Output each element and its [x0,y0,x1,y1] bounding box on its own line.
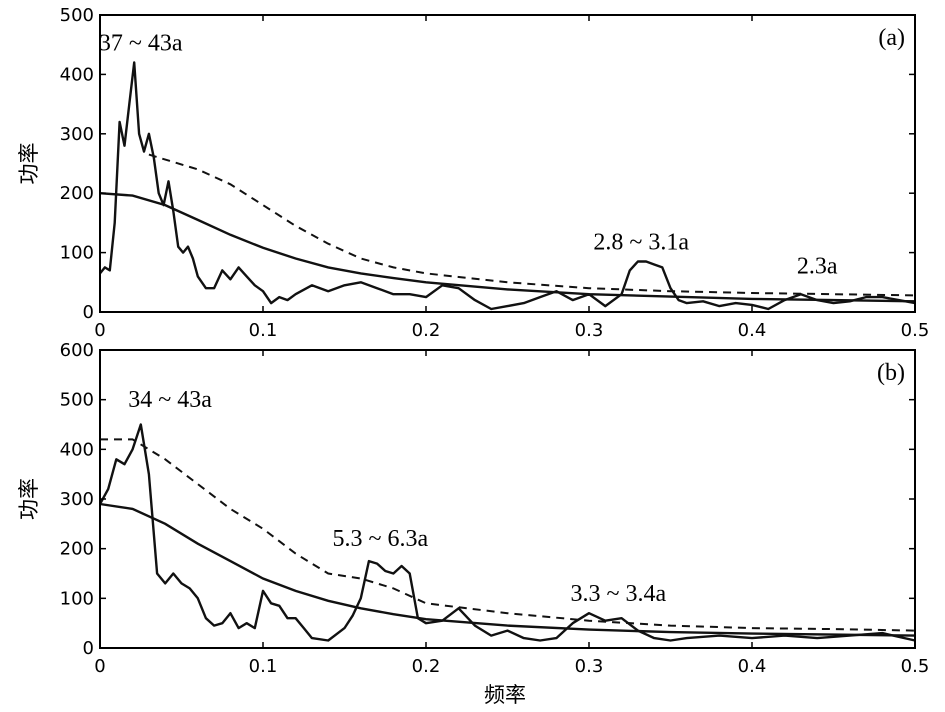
panel-b-x-tick-label: 0.5 [901,656,930,677]
panel-a-x-tick-label: 0.5 [901,320,930,341]
panel-b-series-red-noise-spectrum [99,502,916,637]
x-axis-title: 频率 [484,683,526,707]
panel-b-series-power-spectrum [98,423,916,642]
panel-b-period-annotation: 34 ~ 43a [128,387,212,413]
panel-a-y-tick-label: 400 [60,64,94,85]
panel-a-x-tick-label: 0.1 [249,320,278,341]
panel-a-y-tick-label: 300 [60,124,94,145]
panel-b-x-tick-label: 0.1 [249,656,278,677]
panel-b-plot-frame [99,349,916,649]
panel-b: 0 0.1 0.2 0.3 0.4 0.5 0 100 200 300 400 500 600 功率 (b)… [17,340,929,677]
panel-a-x-tick-label: 0.2 [412,320,441,341]
panel-b-x-tick-label: 0.2 [412,656,441,677]
panel-b-label: (b) [877,360,905,386]
panel-b-x-tick-label: 0.3 [575,656,604,677]
panel-a-period-annotation: 2.3a [797,253,838,279]
panel-a-x-tick-label: 0.4 [738,320,767,341]
panel-b-y-tick-label: 200 [60,539,94,560]
panel-b-y-tick-label: 500 [60,390,94,411]
panel-b-y-tick-label: 100 [60,588,94,609]
panel-a-plot-frame [99,14,916,313]
panel-b-period-annotation: 5.3 ~ 6.3a [333,526,429,552]
panel-b-y-tick-label: 400 [60,439,94,460]
panel-b-y-axis-title: 功率 [17,478,41,520]
panel-b-x-tick-label: 0.4 [738,656,767,677]
panel-b-period-annotation: 3.3 ~ 3.4a [571,581,667,607]
panel-b-y-tick-label: 300 [60,489,94,510]
panel-a-y-tick-label: 200 [60,183,94,204]
panel-b-x-tick-label: 0 [94,656,105,677]
panel-a-x-tick-label: 0.3 [575,320,604,341]
panel-a-period-annotation: 37 ~ 43a [99,31,183,57]
panel-a-series-power-spectrum [99,61,916,311]
panel-b-series-confidence-limit [100,438,916,632]
panel-a-y-tick-label: 100 [60,243,94,264]
panel-a-label: (a) [878,25,905,51]
panel-a-series-confidence-limit [148,153,916,297]
panel-b-y-tick-label: 0 [83,638,94,659]
panel-a-series-red-noise-spectrum [99,192,916,303]
panel-b-y-tick-label: 600 [60,340,94,361]
panel-a-x-tick-label: 0 [94,320,105,341]
panel-a-y-axis-title: 功率 [17,143,41,185]
panel-a-y-tick-label: 0 [83,302,94,323]
panel-a-period-annotation: 2.8 ~ 3.1a [593,230,689,256]
panel-a: 0 0.1 0.2 0.3 0.4 0.5 0 100 200 300 400 500 功率 (a) 37 … [17,5,929,341]
panel-a-y-tick-label: 500 [60,5,94,26]
